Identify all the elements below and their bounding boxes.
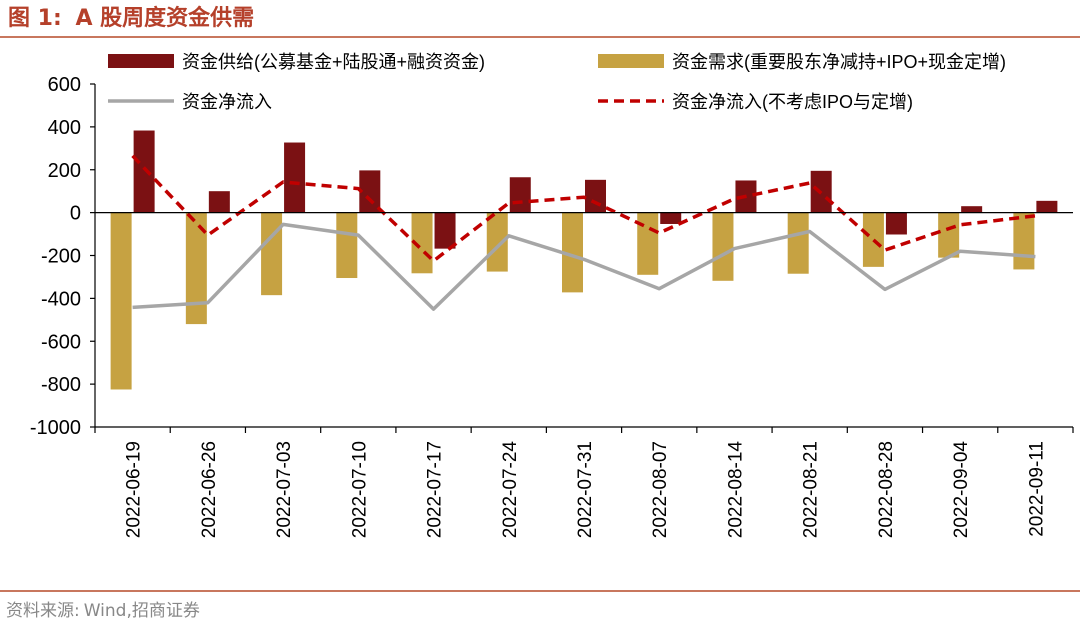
legend-supply-label: 资金供给(公募基金+陆股通+融资资金) bbox=[182, 52, 485, 72]
supply-bar bbox=[1036, 200, 1058, 213]
y-tick-label: -600 bbox=[41, 331, 81, 353]
chart-canvas: 资金供给(公募基金+陆股通+融资资金) 资金需求(重要股东净减持+IPO+现金定增… bbox=[30, 52, 1074, 539]
demand-bar bbox=[411, 212, 433, 274]
supply-bar bbox=[509, 177, 531, 213]
y-tick-label: 0 bbox=[70, 203, 81, 225]
x-tick-label: 2022-07-03 bbox=[274, 441, 295, 538]
y-tick-label: -400 bbox=[41, 288, 81, 310]
supply-bar bbox=[885, 212, 907, 235]
demand-bar bbox=[185, 212, 207, 325]
y-tick-label: -200 bbox=[41, 246, 81, 268]
supply-bar bbox=[434, 212, 456, 249]
demand-bar bbox=[787, 212, 809, 274]
x-tick-label: 2022-08-14 bbox=[725, 441, 746, 539]
demand-bar bbox=[1013, 212, 1035, 270]
demand-bar bbox=[862, 212, 884, 267]
x-axis: 2022-06-19 2022-06-26 2022-07-03 2022-07-10… bbox=[94, 212, 1074, 539]
x-tick-label: 2022-08-07 bbox=[650, 441, 671, 538]
x-tick-label: 2022-06-26 bbox=[199, 441, 220, 538]
y-tick-label: 600 bbox=[48, 74, 81, 96]
figure-label: 图 1: bbox=[8, 6, 62, 31]
source-note: 资料来源: Wind,招商证券 bbox=[6, 596, 200, 621]
y-tick-label: 200 bbox=[48, 160, 81, 182]
figure-title: 图 1: A 股周度资金供需 bbox=[8, 2, 254, 36]
x-tick-label: 2022-07-17 bbox=[425, 441, 446, 538]
legend-demand-label: 资金需求(重要股东净减持+IPO+现金定增) bbox=[672, 52, 1006, 72]
legend-net-inflow-ex-ipo-label: 资金净流入(不考虑IPO与定增) bbox=[672, 92, 913, 112]
y-tick-label: -1000 bbox=[30, 417, 81, 439]
x-tick-label: 2022-07-10 bbox=[349, 441, 370, 538]
y-axis: 600 400 200 0 -200 -400 -600 -800 -1000 bbox=[30, 74, 96, 439]
demand-bar bbox=[261, 212, 283, 296]
figure-title-text: A 股周度资金供需 bbox=[75, 6, 255, 31]
supply-bar bbox=[660, 212, 682, 224]
demand-bar bbox=[712, 212, 734, 281]
demand-bar bbox=[110, 212, 132, 390]
supply-bar bbox=[961, 206, 983, 213]
title-divider bbox=[0, 36, 1080, 38]
demand-bar bbox=[336, 212, 358, 279]
line-series-group bbox=[131, 154, 1036, 311]
demand-bar bbox=[486, 212, 508, 272]
demand-bar bbox=[938, 212, 960, 258]
supply-bar bbox=[133, 130, 155, 213]
x-tick-label: 2022-08-21 bbox=[801, 441, 822, 538]
supply-bar bbox=[359, 170, 381, 213]
chart-legend: 资金供给(公募基金+陆股通+融资资金) 资金需求(重要股东净减持+IPO+现金定增… bbox=[108, 52, 1006, 112]
x-tick-label: 2022-07-31 bbox=[575, 441, 596, 538]
demand-bar bbox=[562, 212, 583, 293]
x-tick-label: 2022-08-28 bbox=[876, 441, 897, 538]
legend-net-inflow-label: 资金净流入 bbox=[182, 92, 272, 112]
y-tick-label: -800 bbox=[41, 374, 81, 396]
supply-bar bbox=[585, 179, 606, 213]
source-label: 资料来源: bbox=[6, 601, 80, 621]
x-tick-label: 2022-07-24 bbox=[500, 441, 521, 539]
legend-supply-swatch bbox=[108, 54, 174, 68]
x-tick-label: 2022-06-19 bbox=[124, 441, 145, 538]
source-text: Wind,招商证券 bbox=[83, 601, 200, 621]
legend-demand-swatch bbox=[598, 54, 664, 68]
x-tick-label: 2022-09-04 bbox=[951, 441, 972, 539]
footer-divider bbox=[0, 590, 1080, 592]
x-tick-label: 2022-09-11 bbox=[1026, 441, 1047, 537]
demand-bar bbox=[637, 212, 659, 275]
supply-bar bbox=[208, 191, 230, 213]
bar-series-group bbox=[110, 130, 1058, 390]
supply-bar bbox=[284, 142, 306, 213]
y-tick-label: 400 bbox=[48, 117, 81, 139]
